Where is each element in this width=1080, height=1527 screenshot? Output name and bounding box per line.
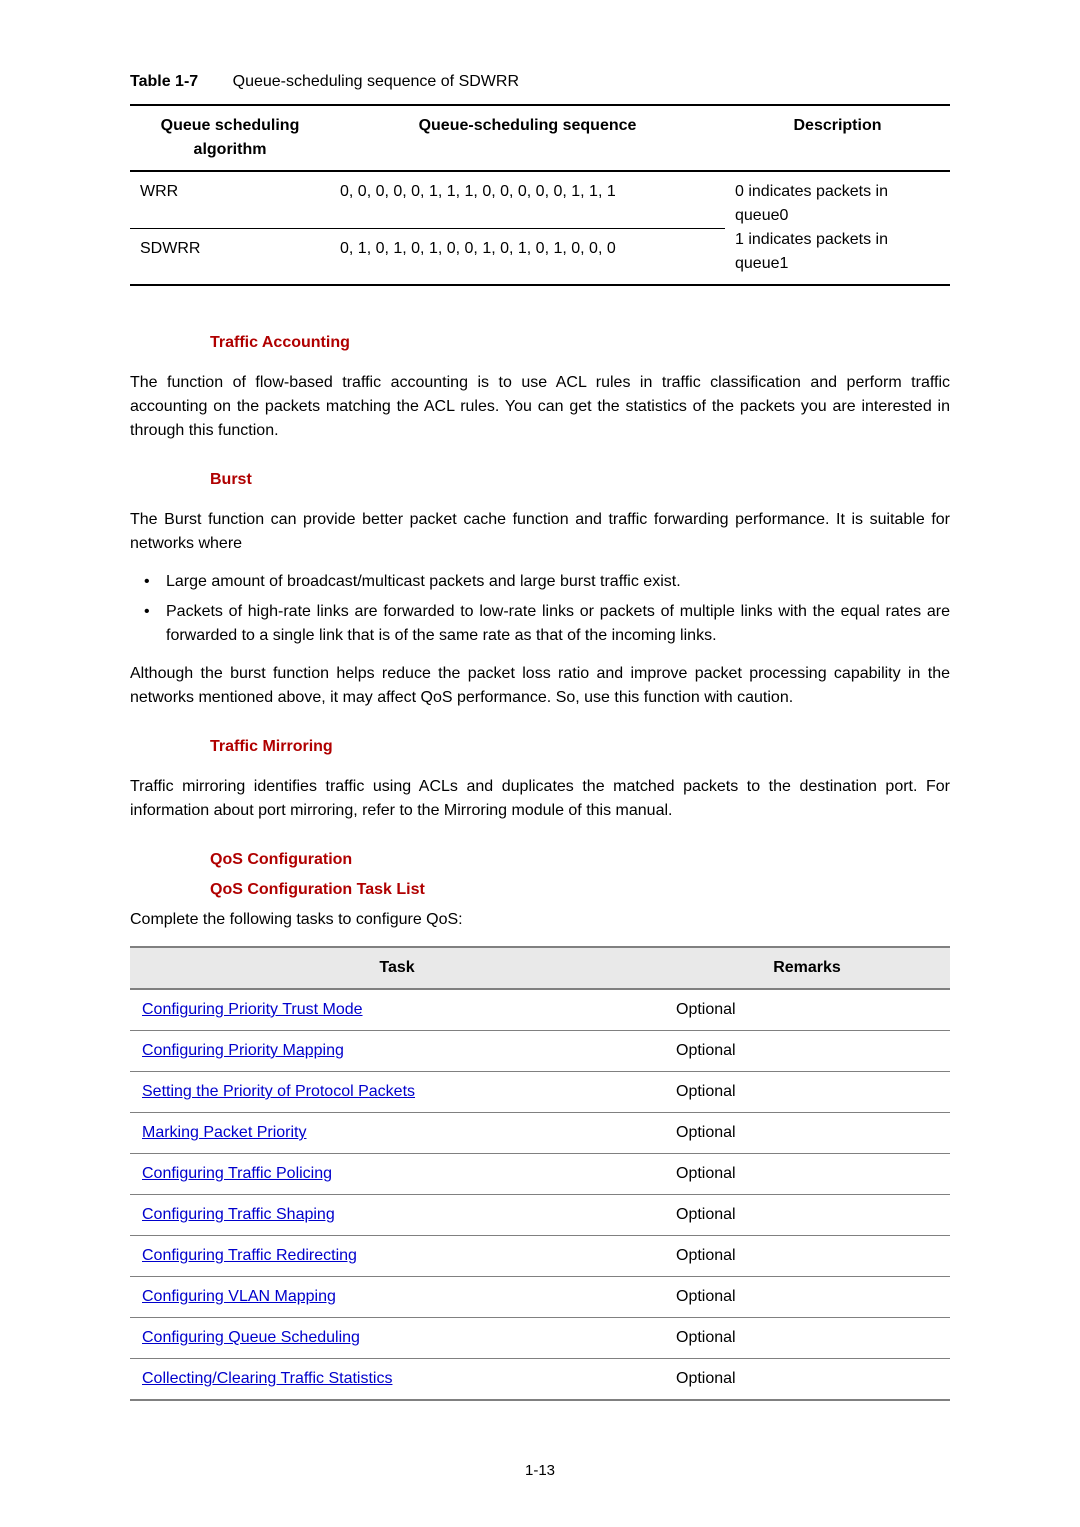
task-link[interactable]: Configuring Traffic Shaping [142, 1206, 335, 1223]
table-row: Configuring Traffic Policing Optional [130, 1154, 950, 1195]
remark-cell: Optional [664, 1031, 950, 1072]
table-row: Configuring Priority Trust Mode Optional [130, 989, 950, 1031]
table1: Queue scheduling algorithm Queue-schedul… [130, 104, 950, 286]
remark-cell: Optional [664, 1072, 950, 1113]
task-cell: Marking Packet Priority [130, 1113, 664, 1154]
table-row: Configuring Priority Mapping Optional [130, 1031, 950, 1072]
table1-desc-line2: 1 indicates packets in queue1 [735, 231, 888, 272]
table1-desc-line1: 0 indicates packets in queue0 [735, 183, 888, 224]
remark-cell: Optional [664, 989, 950, 1031]
table-row: Marking Packet Priority Optional [130, 1113, 950, 1154]
table1-description-cell: 0 indicates packets in queue0 1 indicate… [725, 171, 950, 285]
table-row: Configuring Traffic Shaping Optional [130, 1195, 950, 1236]
table1-row1-seq: 0, 1, 0, 1, 0, 1, 0, 0, 1, 0, 1, 0, 1, 0… [330, 228, 725, 285]
remark-cell: Optional [664, 1113, 950, 1154]
heading-burst: Burst [210, 468, 252, 492]
remark-cell: Optional [664, 1154, 950, 1195]
qos-task-table: Task Remarks Configuring Priority Trust … [130, 946, 950, 1401]
task-cell: Configuring Priority Mapping [130, 1031, 664, 1072]
table1-caption: Table 1-7 Queue-scheduling sequence of S… [130, 70, 950, 94]
heading-traffic-accounting: Traffic Accounting [210, 331, 350, 355]
task-cell: Configuring Queue Scheduling [130, 1318, 664, 1359]
burst-bullet-1: Large amount of broadcast/multicast pack… [130, 570, 950, 594]
table-row: Collecting/Clearing Traffic Statistics Op… [130, 1359, 950, 1401]
table-row: Setting the Priority of Protocol Packets… [130, 1072, 950, 1113]
task-cell: Configuring Traffic Redirecting [130, 1236, 664, 1277]
task-cell: Configuring VLAN Mapping [130, 1277, 664, 1318]
remark-cell: Optional [664, 1236, 950, 1277]
table1-caption-text: Queue-scheduling sequence of SDWRR [233, 73, 519, 90]
task-link[interactable]: Configuring Traffic Redirecting [142, 1247, 357, 1264]
remark-cell: Optional [664, 1318, 950, 1359]
paragraph-traffic-mirroring: Traffic mirroring identifies traffic usi… [130, 775, 950, 823]
heading-traffic-mirroring: Traffic Mirroring [210, 735, 333, 759]
table-row: Configuring VLAN Mapping Optional [130, 1277, 950, 1318]
task-cell: Setting the Priority of Protocol Packets [130, 1072, 664, 1113]
paragraph-burst-note: Although the burst function helps reduce… [130, 662, 950, 710]
table1-header-algorithm: Queue scheduling algorithm [130, 105, 330, 171]
document-page: Table 1-7 Queue-scheduling sequence of S… [0, 0, 1080, 1527]
table1-row1-alg: SDWRR [130, 228, 330, 285]
task-link[interactable]: Configuring Traffic Policing [142, 1165, 332, 1182]
paragraph-traffic-accounting: The function of flow-based traffic accou… [130, 371, 950, 443]
task-link[interactable]: Configuring Priority Trust Mode [142, 1001, 363, 1018]
burst-bullet-2: Packets of high-rate links are forwarded… [130, 600, 950, 648]
remark-cell: Optional [664, 1277, 950, 1318]
paragraph-burst-intro: The Burst function can provide better pa… [130, 508, 950, 556]
task-link[interactable]: Collecting/Clearing Traffic Statistics [142, 1370, 392, 1387]
task-link[interactable]: Configuring Priority Mapping [142, 1042, 344, 1059]
page-number: 1-13 [0, 1460, 1080, 1483]
task-link[interactable]: Configuring Queue Scheduling [142, 1329, 360, 1346]
table1-row0-alg: WRR [130, 171, 330, 228]
heading-qos-configuration: QoS Configuration [210, 848, 352, 872]
task-cell: Collecting/Clearing Traffic Statistics [130, 1359, 664, 1401]
remark-cell: Optional [664, 1359, 950, 1401]
task-link[interactable]: Setting the Priority of Protocol Packets [142, 1083, 415, 1100]
task-table-header-task: Task [130, 947, 664, 989]
table1-header-sequence: Queue-scheduling sequence [330, 105, 725, 171]
task-link[interactable]: Marking Packet Priority [142, 1124, 307, 1141]
table1-caption-number: Table 1-7 [130, 70, 198, 94]
burst-bullet-list: Large amount of broadcast/multicast pack… [130, 570, 950, 648]
task-link[interactable]: Configuring VLAN Mapping [142, 1288, 336, 1305]
task-table-header-remarks: Remarks [664, 947, 950, 989]
task-cell: Configuring Priority Trust Mode [130, 989, 664, 1031]
table1-row0-seq: 0, 0, 0, 0, 0, 1, 1, 1, 0, 0, 0, 0, 0, 1… [330, 171, 725, 228]
table-row: Configuring Traffic Redirecting Optional [130, 1236, 950, 1277]
task-cell: Configuring Traffic Policing [130, 1154, 664, 1195]
paragraph-qos-intro: Complete the following tasks to configur… [130, 908, 950, 932]
task-cell: Configuring Traffic Shaping [130, 1195, 664, 1236]
table-row: Configuring Queue Scheduling Optional [130, 1318, 950, 1359]
heading-qos-task-list: QoS Configuration Task List [210, 878, 425, 902]
remark-cell: Optional [664, 1195, 950, 1236]
table1-header-description: Description [725, 105, 950, 171]
